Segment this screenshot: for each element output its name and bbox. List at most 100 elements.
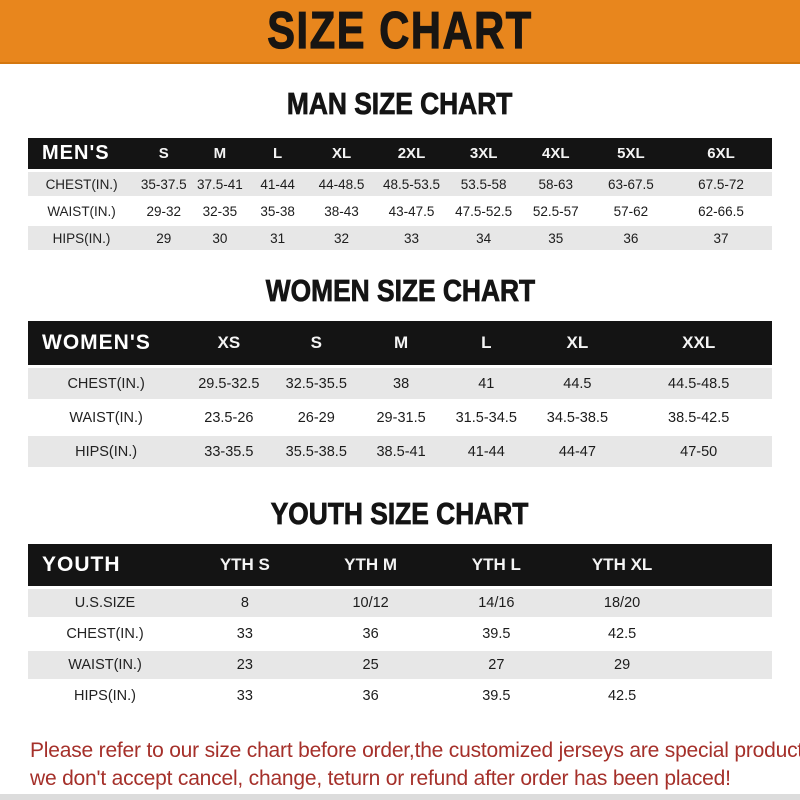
- men-chest-row: CHEST(IN.) 35-37.5 37.5-41 41-44 44-48.5…: [28, 172, 772, 196]
- cell: 32.5-35.5: [273, 368, 360, 399]
- women-section-heading-text: WOMEN SIZE CHART: [265, 273, 535, 309]
- cell: 47.5-52.5: [447, 199, 520, 223]
- cell: 44.5: [529, 368, 626, 399]
- youth-hips-row: HIPS(IN.) 33 36 39.5 42.5: [28, 682, 772, 710]
- cell: 41-44: [443, 436, 530, 467]
- cell: 38.5-42.5: [625, 402, 772, 433]
- cell: 34.5-38.5: [529, 402, 626, 433]
- cell-filler: [684, 620, 772, 648]
- youth-col-xl: YTH XL: [559, 544, 685, 586]
- cell: 42.5: [559, 620, 685, 648]
- note-line-1: Please refer to our size chart before or…: [30, 739, 800, 762]
- women-col-xl: XL: [529, 321, 626, 365]
- men-col-l: L: [247, 138, 308, 169]
- men-table-header-row: MEN'S S M L XL 2XL 3XL 4XL 5XL 6XL: [28, 138, 772, 169]
- cell: 23.5-26: [184, 402, 274, 433]
- men-col-6xl: 6XL: [669, 138, 772, 169]
- men-col-3xl: 3XL: [447, 138, 520, 169]
- youth-col-m: YTH M: [307, 544, 434, 586]
- women-table-header-row: WOMEN'S XS S M L XL XXL: [28, 321, 772, 365]
- men-col-xl: XL: [307, 138, 376, 169]
- cell: 29: [135, 226, 193, 250]
- cell: 39.5: [433, 682, 560, 710]
- youth-chest-row: CHEST(IN.) 33 36 39.5 42.5: [28, 620, 772, 648]
- cell: 62-66.5: [669, 199, 772, 223]
- youth-size-table: YOUTH YTH S YTH M YTH L YTH XL U.S.SIZE …: [28, 541, 772, 713]
- bottom-strip: [0, 794, 800, 800]
- cell: 42.5: [559, 682, 685, 710]
- cell: 14/16: [433, 589, 560, 617]
- cell: 36: [307, 620, 434, 648]
- cell: 29: [559, 651, 685, 679]
- row-label: WAIST(IN.): [28, 199, 136, 223]
- cell: 33: [375, 226, 448, 250]
- men-hips-row: HIPS(IN.) 29 30 31 32 33 34 35 36 37: [28, 226, 772, 250]
- cell: 44-48.5: [307, 172, 376, 196]
- note-line-2: we don't accept cancel, change, teturn o…: [30, 767, 731, 790]
- cell: 29.5-32.5: [184, 368, 274, 399]
- youth-section-heading-text: YOUTH SIZE CHART: [271, 496, 529, 532]
- footer-note: Please refer to our size chart before or…: [0, 737, 800, 793]
- cell: 35: [519, 226, 592, 250]
- cell: 8: [182, 589, 308, 617]
- men-col-2xl: 2XL: [375, 138, 448, 169]
- cell: 44-47: [529, 436, 626, 467]
- cell: 43-47.5: [375, 199, 448, 223]
- women-chest-row: CHEST(IN.) 29.5-32.5 32.5-35.5 38 41 44.…: [28, 368, 772, 399]
- men-col-s: S: [135, 138, 193, 169]
- cell: 41-44: [247, 172, 308, 196]
- cell-filler: [684, 682, 772, 710]
- cell: 36: [591, 226, 670, 250]
- men-section-heading-text: MAN SIZE CHART: [287, 86, 513, 122]
- row-label: HIPS(IN.): [28, 226, 136, 250]
- cell: 23: [182, 651, 308, 679]
- row-label: HIPS(IN.): [28, 436, 185, 467]
- men-table-title: MEN'S: [28, 138, 136, 169]
- cell: 34: [447, 226, 520, 250]
- row-label: CHEST(IN.): [28, 620, 182, 648]
- cell: 31: [247, 226, 308, 250]
- women-col-m: M: [359, 321, 444, 365]
- cell: 38-43: [307, 199, 376, 223]
- men-col-5xl: 5XL: [591, 138, 670, 169]
- row-label: U.S.SIZE: [28, 589, 182, 617]
- header-filler: [684, 544, 772, 586]
- women-section-heading: WOMEN SIZE CHART: [0, 273, 800, 309]
- women-col-l: L: [443, 321, 530, 365]
- women-table-title: WOMEN'S: [28, 321, 185, 365]
- cell: 36: [307, 682, 434, 710]
- men-col-4xl: 4XL: [519, 138, 592, 169]
- cell: 52.5-57: [519, 199, 592, 223]
- women-col-xxl: XXL: [625, 321, 772, 365]
- cell: 10/12: [307, 589, 434, 617]
- cell: 33: [182, 620, 308, 648]
- cell: 33-35.5: [184, 436, 274, 467]
- cell-filler: [684, 651, 772, 679]
- cell: 25: [307, 651, 434, 679]
- cell: 63-67.5: [591, 172, 670, 196]
- youth-ussize-row: U.S.SIZE 8 10/12 14/16 18/20: [28, 589, 772, 617]
- youth-table-title: YOUTH: [28, 544, 182, 586]
- cell: 27: [433, 651, 560, 679]
- men-waist-row: WAIST(IN.) 29-32 32-35 35-38 38-43 43-47…: [28, 199, 772, 223]
- cell: 31.5-34.5: [443, 402, 530, 433]
- cell: 32: [307, 226, 376, 250]
- cell: 33: [182, 682, 308, 710]
- row-label: HIPS(IN.): [28, 682, 182, 710]
- cell: 41: [443, 368, 530, 399]
- women-hips-row: HIPS(IN.) 33-35.5 35.5-38.5 38.5-41 41-4…: [28, 436, 772, 467]
- cell: 67.5-72: [669, 172, 772, 196]
- row-label: CHEST(IN.): [28, 172, 136, 196]
- cell: 53.5-58: [447, 172, 520, 196]
- cell: 38.5-41: [359, 436, 444, 467]
- cell: 47-50: [625, 436, 772, 467]
- banner-title: SIZE CHART: [267, 2, 533, 60]
- cell: 30: [192, 226, 248, 250]
- row-label: WAIST(IN.): [28, 651, 182, 679]
- cell: 44.5-48.5: [625, 368, 772, 399]
- cell: 37.5-41: [192, 172, 248, 196]
- cell: 38: [359, 368, 444, 399]
- cell: 57-62: [591, 199, 670, 223]
- cell: 35.5-38.5: [273, 436, 360, 467]
